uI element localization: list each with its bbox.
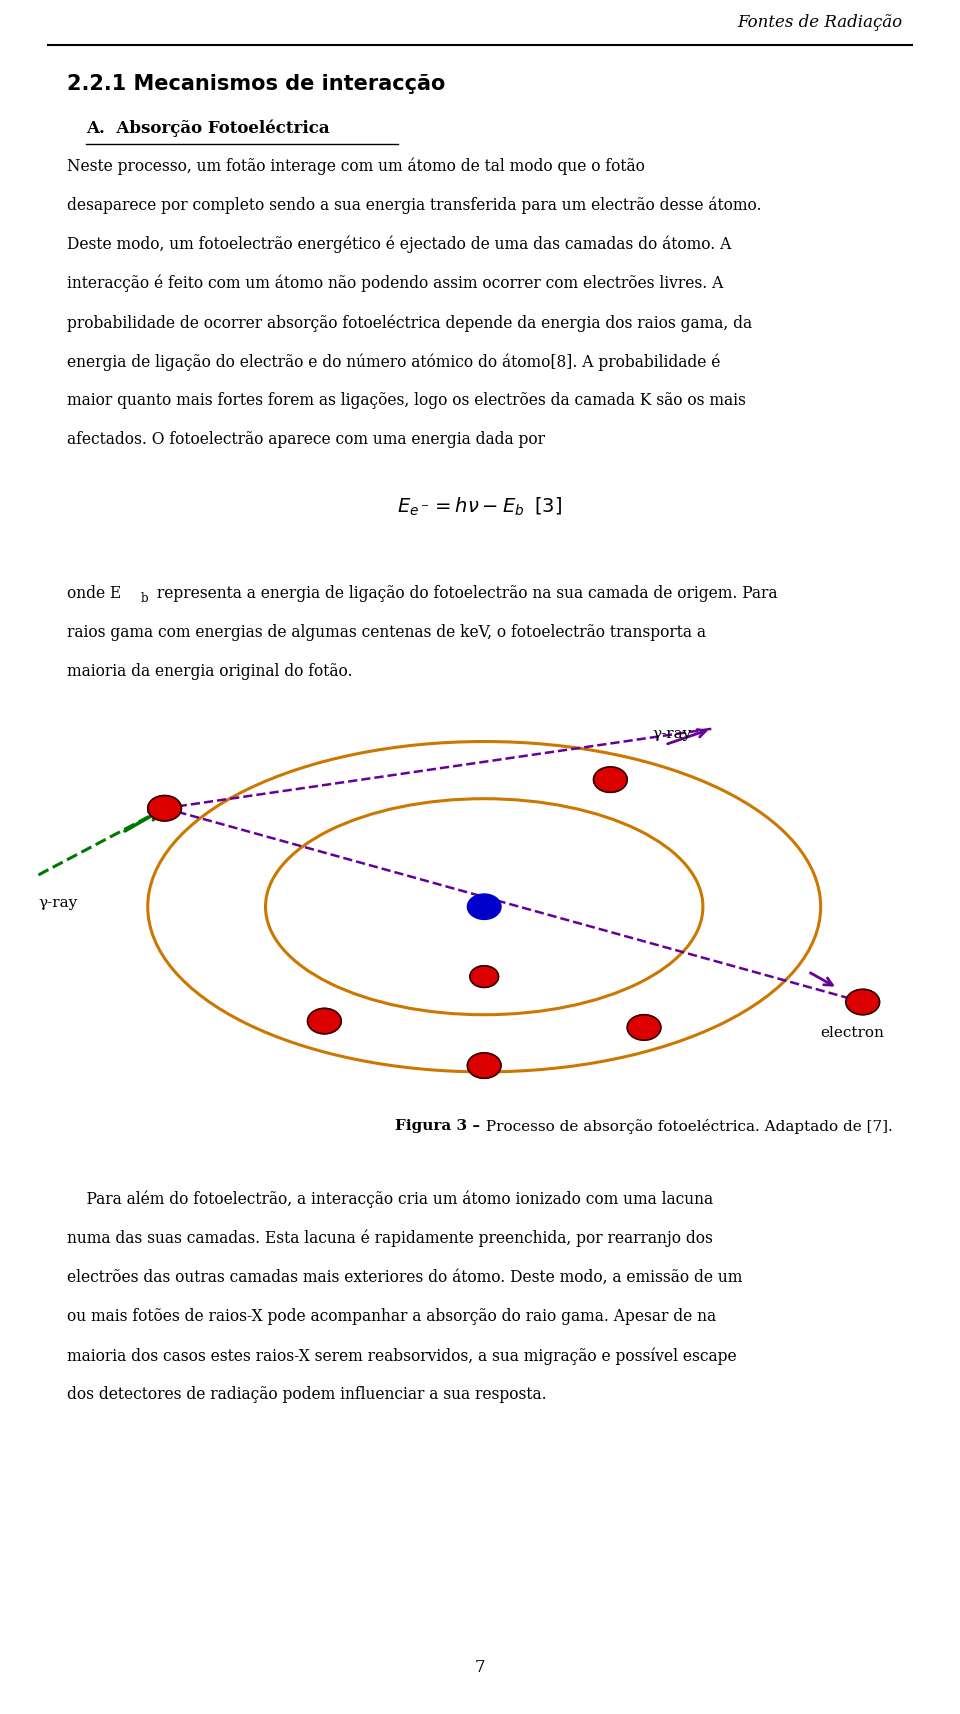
Circle shape	[627, 1015, 660, 1040]
Circle shape	[469, 965, 498, 987]
Circle shape	[846, 989, 879, 1015]
Text: Figura 3 –: Figura 3 –	[395, 1119, 480, 1133]
Text: maior quanto mais fortes forem as ligações, logo os electrões da camada K são os: maior quanto mais fortes forem as ligaçõ…	[67, 393, 746, 410]
Text: representa a energia de ligação do fotoelectrão na sua camada de origem. Para: representa a energia de ligação do fotoe…	[152, 584, 778, 602]
Text: 2.2.1 Mecanismos de interacção: 2.2.1 Mecanismos de interacção	[67, 74, 445, 94]
Text: b: b	[140, 591, 148, 605]
Text: onde E: onde E	[67, 584, 122, 602]
Circle shape	[468, 895, 501, 919]
Text: raios gama com energias de algumas centenas de keV, o fotoelectrão transporta a: raios gama com energias de algumas cente…	[67, 624, 707, 641]
Circle shape	[468, 1052, 501, 1078]
Text: Neste processo, um fotão interage com um átomo de tal modo que o fotão: Neste processo, um fotão interage com um…	[67, 158, 645, 175]
Text: electrões das outras camadas mais exteriores do átomo. Deste modo, a emissão de : electrões das outras camadas mais exteri…	[67, 1268, 743, 1286]
Text: maioria da energia original do fotão.: maioria da energia original do fotão.	[67, 663, 352, 680]
Text: Processo de absorção fotoeléctrica. Adaptado de [7].: Processo de absorção fotoeléctrica. Adap…	[481, 1119, 893, 1135]
Text: maioria dos casos estes raios-X serem reabsorvidos, a sua migração e possível es: maioria dos casos estes raios-X serem re…	[67, 1347, 737, 1364]
Text: Fontes de Radiação: Fontes de Radiação	[737, 14, 902, 31]
Text: electron: electron	[821, 1027, 884, 1040]
Circle shape	[307, 1008, 341, 1034]
Text: ou mais fotões de raios-X pode acompanhar a absorção do raio gama. Apesar de na: ou mais fotões de raios-X pode acompanha…	[67, 1308, 716, 1325]
Text: Para além do fotoelectrão, a interacção cria um átomo ionizado com uma lacuna: Para além do fotoelectrão, a interacção …	[67, 1191, 713, 1208]
Text: energia de ligação do electrão e do número atómico do átomo[8]. A probabilidade : energia de ligação do electrão e do núme…	[67, 353, 721, 370]
Text: Deste modo, um fotoelectrão energético é ejectado de uma das camadas do átomo. A: Deste modo, um fotoelectrão energético é…	[67, 237, 732, 254]
Text: 7: 7	[474, 1659, 486, 1676]
Circle shape	[593, 766, 627, 792]
Text: afectados. O fotoelectrão aparece com uma energia dada por: afectados. O fotoelectrão aparece com um…	[67, 432, 545, 449]
Text: probabilidade de ocorrer absorção fotoeléctrica depende da energia dos raios gam: probabilidade de ocorrer absorção fotoel…	[67, 314, 753, 331]
Text: interacção é feito com um átomo não podendo assim ocorrer com electrões livres. : interacção é feito com um átomo não pode…	[67, 274, 724, 293]
Circle shape	[148, 795, 181, 821]
Text: A.  Absorção Fotoeléctrica: A. Absorção Fotoeléctrica	[86, 120, 330, 137]
Text: γ-ray: γ-ray	[38, 896, 78, 910]
Text: numa das suas camadas. Esta lacuna é rapidamente preenchida, por rearranjo dos: numa das suas camadas. Esta lacuna é rap…	[67, 1231, 713, 1248]
Text: γ-ray: γ-ray	[653, 727, 692, 742]
Text: desaparece por completo sendo a sua energia transferida para um electrão desse á: desaparece por completo sendo a sua ener…	[67, 197, 761, 214]
Text: dos detectores de radiação podem influenciar a sua resposta.: dos detectores de radiação podem influen…	[67, 1387, 547, 1404]
Text: $E_{e^-} = h\nu - E_b \;\; [3]$: $E_{e^-} = h\nu - E_b \;\; [3]$	[397, 495, 563, 518]
